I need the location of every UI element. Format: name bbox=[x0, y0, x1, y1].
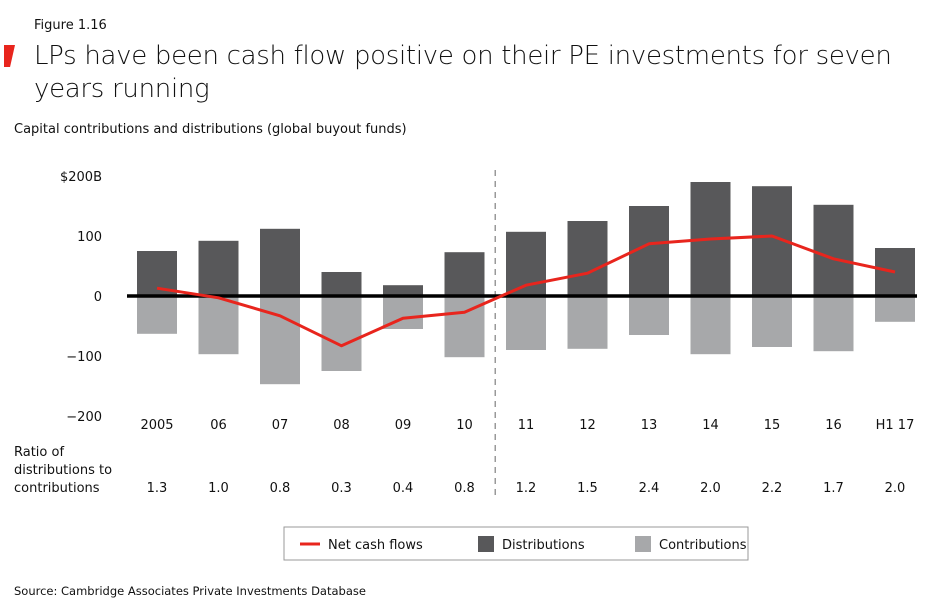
net-cash-flow-line bbox=[156, 234, 896, 348]
source-note: Source: Cambridge Associates Private Inv… bbox=[14, 584, 366, 598]
ratio-value: 0.8 bbox=[454, 481, 475, 496]
ratio-value: 2.0 bbox=[700, 481, 721, 496]
contribution-bar bbox=[198, 296, 239, 355]
ratio-value: 1.0 bbox=[208, 481, 229, 496]
ratio-label: distributions to bbox=[14, 463, 112, 478]
ratio-value: 2.0 bbox=[885, 481, 906, 496]
y-tick-label: $200B bbox=[60, 170, 102, 185]
x-tick-label: 13 bbox=[641, 418, 658, 433]
ratio-value: 1.5 bbox=[577, 481, 598, 496]
contribution-bar bbox=[752, 296, 792, 347]
contribution-bar bbox=[506, 296, 546, 350]
legend-swatch-contributions bbox=[635, 536, 651, 552]
distribution-bar bbox=[321, 272, 362, 296]
ratio-value: 2.2 bbox=[762, 481, 783, 496]
x-tick-label: 06 bbox=[210, 418, 227, 433]
x-tick-label: 16 bbox=[825, 418, 842, 433]
y-tick-label: −200 bbox=[66, 410, 102, 425]
x-tick-label: H1 17 bbox=[876, 418, 915, 433]
contribution-bar bbox=[629, 296, 669, 335]
x-tick-label: 08 bbox=[333, 418, 350, 433]
x-tick-label: 11 bbox=[518, 418, 535, 433]
contribution-bar bbox=[567, 296, 608, 349]
x-tick-label: 12 bbox=[579, 418, 596, 433]
ratio-value: 1.7 bbox=[823, 481, 844, 496]
distribution-bar bbox=[260, 228, 300, 296]
x-tick-label: 15 bbox=[764, 418, 781, 433]
ratio-label: contributions bbox=[14, 481, 100, 496]
ratio-value: 1.3 bbox=[147, 481, 168, 496]
ratio-value: 0.8 bbox=[270, 481, 291, 496]
x-tick-label: 09 bbox=[395, 418, 412, 433]
ratio-value: 0.4 bbox=[393, 481, 414, 496]
ratio-value: 1.2 bbox=[516, 481, 537, 496]
y-tick-label: 100 bbox=[77, 230, 102, 245]
y-tick-label: −100 bbox=[66, 350, 102, 365]
red-flag-icon bbox=[4, 45, 15, 67]
ratio-label: Ratio of bbox=[14, 445, 64, 460]
contribution-bar bbox=[813, 296, 854, 352]
y-tick-label: 0 bbox=[94, 290, 102, 305]
chart-title: LPs have been cash flow positive on thei… bbox=[34, 41, 892, 104]
legend-box bbox=[283, 526, 749, 561]
contribution-bar bbox=[260, 296, 300, 385]
contribution-bar bbox=[321, 296, 362, 371]
contribution-bar bbox=[137, 296, 177, 334]
distribution-bar bbox=[813, 204, 854, 296]
x-tick-label: 07 bbox=[272, 418, 289, 433]
legend-label: Distributions bbox=[502, 538, 585, 553]
chart-subtitle: Capital contributions and distributions … bbox=[14, 122, 407, 137]
contribution-bar bbox=[875, 296, 915, 322]
distribution-bar bbox=[198, 240, 239, 296]
ratio-value: 2.4 bbox=[639, 481, 660, 496]
x-tick-label: 10 bbox=[456, 418, 473, 433]
distribution-bar bbox=[383, 285, 423, 296]
legend-label: Net cash flows bbox=[328, 538, 423, 553]
x-tick-label: 14 bbox=[702, 418, 719, 433]
legend-label: Contributions bbox=[659, 538, 747, 553]
legend-swatch-distributions bbox=[478, 536, 494, 552]
ratio-value: 0.3 bbox=[331, 481, 352, 496]
distribution-bar bbox=[567, 221, 608, 296]
distribution-bar bbox=[444, 252, 485, 296]
x-tick-label: 2005 bbox=[140, 418, 173, 433]
contribution-bar bbox=[690, 296, 731, 355]
figure-label: Figure 1.16 bbox=[34, 18, 107, 33]
